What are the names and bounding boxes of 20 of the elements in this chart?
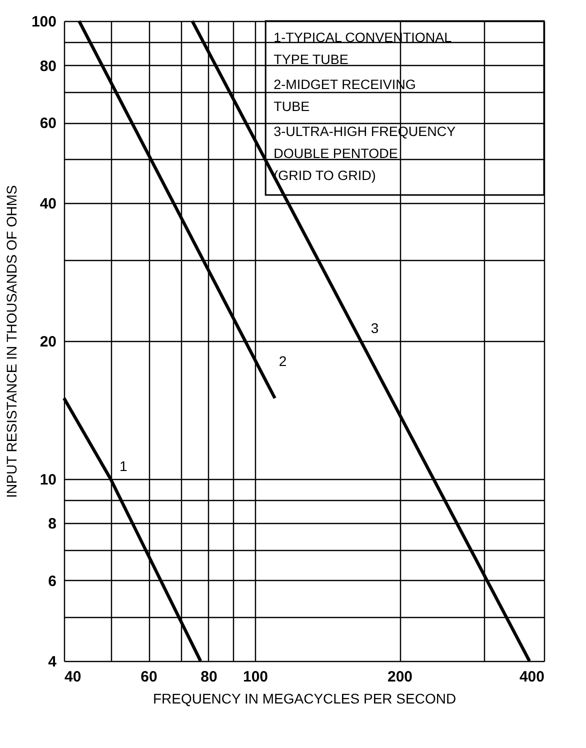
y-tick-label: 100 [31,14,56,30]
x-tick-label: 60 [140,668,158,686]
y-axis-title: INPUT RESISTANCE IN THOUSANDS OF OHMS [3,185,20,498]
x-tick-label: 400 [519,668,544,686]
y-tick-label: 8 [48,516,56,533]
y-tick-label: 60 [40,115,56,132]
x-tick-label: 80 [200,668,218,686]
series-label: 3 [370,320,379,336]
y-tick-label: 6 [48,572,56,590]
y-tick-label: 10 [40,471,56,488]
y-tick-label: 20 [40,334,56,350]
y-tick-label: 80 [40,58,56,75]
series-label: 1 [120,458,128,474]
x-tick-label: 200 [387,668,413,686]
x-axis-title: FREQUENCY IN MEGACYCLES PER SECOND [152,690,456,706]
x-tick-label: 100 [242,668,268,686]
y-tick-label: 4 [48,654,58,670]
y-tick-label: 40 [40,196,56,213]
series-label: 2 [278,353,287,370]
x-tick-label: 40 [64,668,82,686]
